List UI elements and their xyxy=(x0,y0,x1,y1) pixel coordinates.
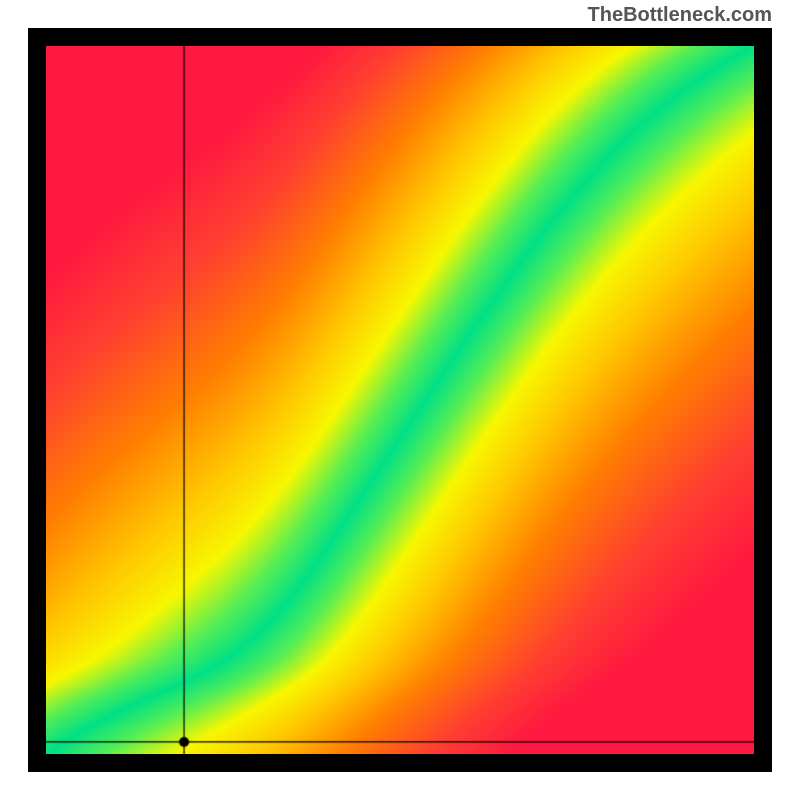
plot-outer-frame xyxy=(28,28,772,772)
watermark-text: TheBottleneck.com xyxy=(588,4,772,27)
plot-inner-area xyxy=(46,46,754,754)
heatmap-canvas xyxy=(46,46,754,754)
